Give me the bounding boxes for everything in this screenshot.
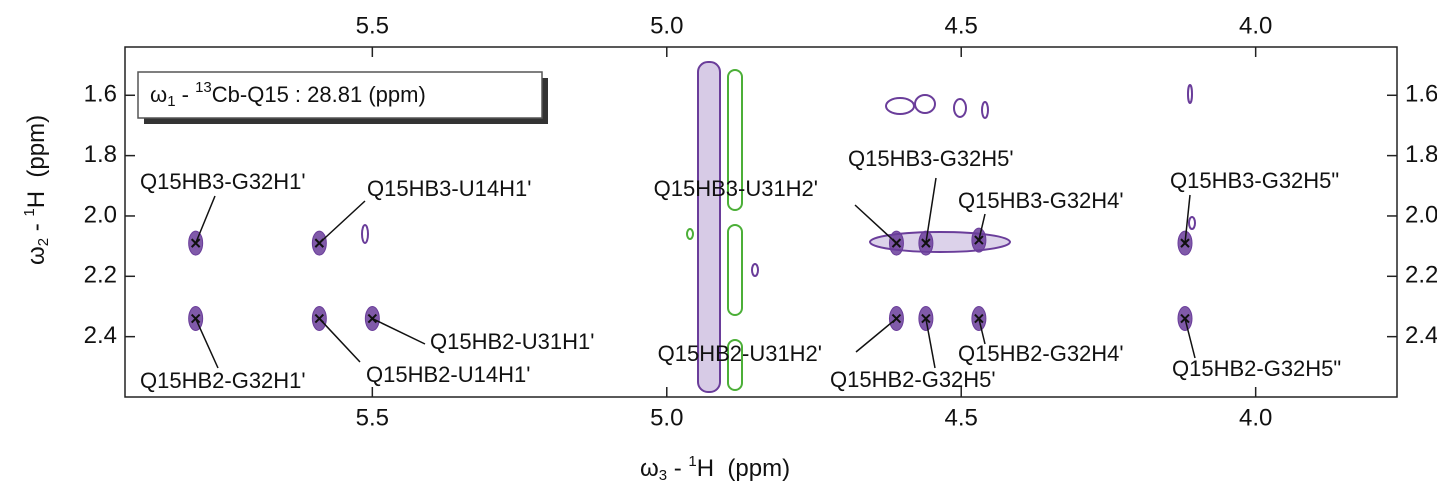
peak-label: Q15HB3-U31H2' [654, 176, 818, 201]
leader-line [318, 318, 361, 363]
leader-line [318, 200, 366, 244]
leader-line [1184, 318, 1196, 359]
leader-line [978, 213, 986, 241]
contour [727, 69, 743, 211]
y-tick-label: 1.8 [84, 141, 117, 168]
x-tick-label-top: 5.0 [650, 12, 683, 39]
peak-cross [1180, 238, 1190, 248]
peak-label: Q15HB3-G32H1' [140, 169, 306, 194]
contour [751, 263, 759, 277]
inset-dash: - [176, 82, 196, 107]
leader-line [925, 318, 936, 369]
contour [697, 61, 721, 393]
y-label-rest: H (ppm) [23, 115, 50, 208]
contour [981, 101, 989, 119]
inset-rest: Cb-Q15 : 28.81 (ppm) [212, 82, 426, 107]
y-tick-label-right: 1.6 [1405, 81, 1437, 108]
x-tick-label: 4.5 [945, 404, 978, 431]
x-tick-label-top: 4.0 [1239, 12, 1272, 39]
leader-line [925, 177, 937, 244]
contour [1187, 84, 1193, 104]
x-tick-label: 5.0 [650, 404, 683, 431]
peak-label: Q15HB3-G32H5" [1170, 168, 1339, 193]
peak-label: Q15HB2-U31H1' [430, 329, 594, 354]
y-label-sup: 1 [21, 208, 38, 216]
x-label-dash: - [667, 455, 688, 482]
leader-line [194, 195, 216, 244]
x-axis-label: ω3 - 1H (ppm) [640, 453, 790, 484]
contour [727, 224, 743, 316]
leader-line [978, 318, 986, 345]
inset: ω1 - 13Cb-Q15 : 28.81 (ppm) [137, 71, 548, 124]
y-label-symbol: ω [23, 246, 50, 265]
y-axis-label: ω2 - 1H (ppm) [21, 115, 52, 265]
y-label-sub: 2 [35, 238, 52, 246]
leader-line [1184, 194, 1191, 244]
contour [953, 98, 967, 118]
inset-text: ω1 - 13Cb-Q15 : 28.81 (ppm) [150, 79, 426, 110]
peak-label: Q15HB2-G32H1' [140, 368, 306, 393]
y-tick-label-right: 1.8 [1405, 141, 1437, 168]
contour [914, 94, 936, 114]
leader-line [194, 318, 219, 369]
contour [686, 228, 694, 240]
x-label-sup: 1 [688, 453, 696, 470]
leader-line [854, 204, 897, 244]
y-tick-label: 2.0 [84, 201, 117, 228]
peak-cross [190, 238, 201, 248]
x-tick-label: 5.5 [356, 404, 389, 431]
inset-sub: 1 [167, 93, 175, 110]
x-label-rest: H (ppm) [697, 455, 790, 482]
peak-cross [367, 313, 378, 324]
y-tick-label: 2.2 [84, 262, 117, 289]
contour [361, 224, 369, 244]
plot-frame [124, 46, 1398, 398]
y-tick-label-right: 2.2 [1405, 262, 1437, 289]
contour [1188, 216, 1196, 230]
peak-label: Q15HB2-U14H1' [366, 362, 530, 387]
background-contours [361, 61, 1196, 393]
peak-cross [921, 238, 931, 248]
x-tick-label-top: 5.5 [356, 12, 389, 39]
peak-label: Q15HB2-G32H5" [1172, 356, 1341, 381]
y-tick-label: 1.6 [84, 81, 117, 108]
inset-box [137, 71, 543, 119]
inset-symbol: ω [150, 82, 167, 107]
contour [727, 339, 743, 391]
peak-label: Q15HB3-G32H5' [848, 146, 1014, 171]
peak-label: Q15HB3-U14H1' [367, 176, 531, 201]
x-label-symbol: ω [640, 455, 659, 482]
inset-sup: 13 [195, 79, 212, 96]
contour [885, 97, 915, 115]
peak-label: Q15HB2-G32H5' [830, 367, 996, 392]
x-tick-label: 4.0 [1239, 404, 1272, 431]
y-tick-label-right: 2.4 [1405, 322, 1437, 349]
leader-line [855, 317, 897, 353]
peak-label: Q15HB2-G32H4' [958, 341, 1124, 366]
y-label-dash: - [23, 217, 50, 238]
peak-label: Q15HB2-U31H2' [658, 341, 822, 366]
y-tick-label-right: 2.0 [1405, 201, 1437, 228]
x-tick-label-top: 4.5 [945, 12, 978, 39]
leader-line [372, 317, 426, 345]
y-tick-label: 2.4 [84, 322, 117, 349]
x-label-sub: 3 [659, 467, 667, 484]
peak-label: Q15HB3-G32H4' [958, 188, 1124, 213]
